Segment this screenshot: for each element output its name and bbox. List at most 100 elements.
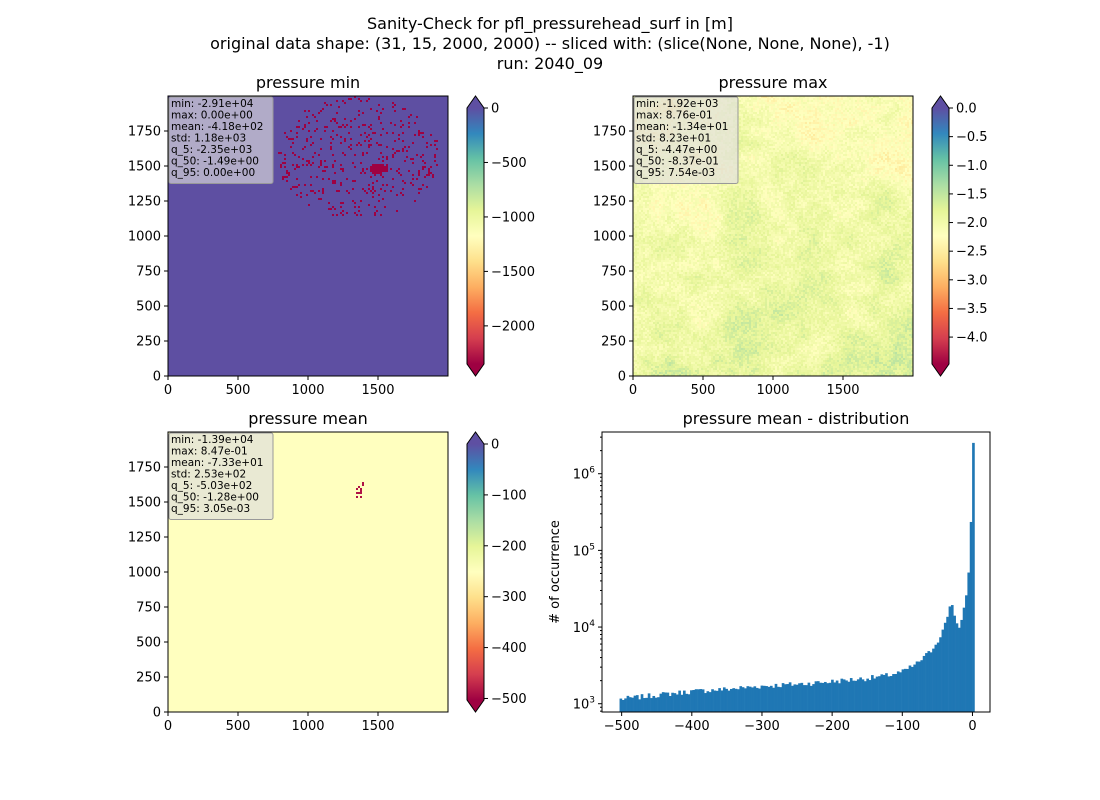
colorbar-tick-label: −0.5 bbox=[956, 130, 988, 145]
stats-line: q_5: -5.03e+02 bbox=[171, 480, 252, 492]
colorbar-tick-label: −4.0 bbox=[956, 331, 988, 346]
colorbar-tick-label: −400 bbox=[491, 641, 527, 656]
colorbar-tick-label: 0 bbox=[491, 102, 499, 117]
histogram-bar bbox=[671, 692, 674, 712]
histogram-bar bbox=[878, 676, 881, 712]
histogram-bar bbox=[798, 683, 801, 712]
histogram-bar bbox=[946, 616, 949, 712]
y-tick-label: 1500 bbox=[128, 496, 161, 511]
histogram-bar bbox=[929, 652, 933, 712]
histogram-bar bbox=[950, 605, 954, 712]
histogram-bar bbox=[854, 680, 858, 712]
histogram-bar bbox=[793, 684, 797, 712]
colorbar-tick-label: −2.5 bbox=[956, 245, 988, 260]
histogram-bar bbox=[774, 683, 778, 712]
y-tick-label: 105 bbox=[573, 542, 595, 559]
histogram-bar bbox=[842, 679, 846, 712]
stats-line: q_5: -2.35e+03 bbox=[171, 144, 252, 156]
y-tick-label: 1750 bbox=[128, 461, 161, 476]
histogram-bar bbox=[767, 686, 771, 712]
histogram-bar bbox=[809, 685, 813, 712]
histogram-bar bbox=[833, 682, 837, 712]
y-tick-label: 250 bbox=[136, 335, 161, 350]
histogram-bar bbox=[708, 692, 712, 712]
histogram-bar bbox=[628, 697, 632, 712]
histogram-bar bbox=[675, 694, 679, 712]
histogram-bar bbox=[863, 681, 867, 712]
colorbar-tick-label: −500 bbox=[491, 156, 527, 171]
histogram-bar bbox=[645, 697, 649, 712]
histogram-bar bbox=[678, 690, 681, 712]
histogram-bar bbox=[631, 697, 634, 712]
y-tick-label: 103 bbox=[573, 696, 595, 713]
histogram-bar bbox=[643, 698, 646, 712]
histogram-bar bbox=[852, 680, 855, 712]
histogram-bar bbox=[687, 694, 691, 712]
histogram-bar bbox=[812, 684, 815, 712]
figure-title: Sanity-Check for pfl_pressurehead_surf i… bbox=[0, 14, 1100, 74]
histogram-bar bbox=[934, 644, 938, 712]
histogram-bar bbox=[958, 627, 961, 712]
panel-title: pressure min bbox=[256, 73, 360, 92]
y-tick-label: 750 bbox=[136, 265, 161, 280]
histogram-bar bbox=[685, 693, 689, 712]
histogram-bar bbox=[922, 655, 926, 712]
y-tick-label: 1500 bbox=[128, 160, 161, 175]
x-tick-label: 500 bbox=[226, 719, 251, 734]
histogram-bar bbox=[786, 684, 790, 712]
histogram-bar bbox=[715, 690, 719, 712]
panel-title: pressure mean bbox=[248, 409, 368, 428]
y-tick-label: 1250 bbox=[128, 531, 161, 546]
x-tick-label: 1500 bbox=[361, 383, 394, 398]
histogram-bar bbox=[718, 688, 721, 712]
histogram-bar bbox=[791, 685, 794, 712]
y-tick-label: 1750 bbox=[593, 125, 626, 140]
histogram-bar bbox=[626, 695, 630, 712]
histogram-bar bbox=[805, 685, 808, 712]
colorbar-extend-bottom bbox=[467, 700, 484, 712]
histogram-bar bbox=[784, 684, 787, 712]
stats-line: mean: -4.18e+02 bbox=[171, 121, 263, 133]
figure-title-line-2: original data shape: (31, 15, 2000, 2000… bbox=[210, 34, 890, 53]
histogram-bar bbox=[701, 689, 705, 712]
y-tick-label: 0 bbox=[618, 370, 626, 385]
histogram-bar bbox=[638, 699, 641, 712]
histogram-bar bbox=[694, 689, 698, 712]
histogram-bar bbox=[734, 688, 738, 712]
histogram-bar bbox=[880, 674, 884, 712]
colorbar-tick-label: −3.5 bbox=[956, 302, 988, 317]
histogram-bar bbox=[899, 672, 902, 712]
stats-line: q_50: -1.28e+00 bbox=[171, 492, 259, 504]
colorbar bbox=[932, 108, 949, 364]
histogram-bar bbox=[624, 698, 627, 712]
histogram-bar bbox=[777, 686, 780, 712]
histogram-bar bbox=[894, 674, 898, 712]
panel-title: pressure max bbox=[718, 73, 827, 92]
histogram-bar bbox=[713, 690, 717, 712]
histogram-bar bbox=[901, 669, 905, 712]
colorbar-extend-top bbox=[932, 96, 949, 108]
histogram-bar bbox=[955, 623, 959, 712]
histogram-bar bbox=[720, 690, 724, 712]
y-tick-label: 0 bbox=[153, 706, 161, 721]
stats-line: q_50: -1.49e+00 bbox=[171, 156, 259, 168]
x-tick-label: −100 bbox=[884, 719, 920, 734]
figure-title-line-3: run: 2040_09 bbox=[496, 54, 604, 73]
histogram-bar bbox=[765, 686, 768, 712]
histogram-bar bbox=[737, 689, 740, 712]
histogram-bar bbox=[828, 682, 832, 712]
y-tick-label: 500 bbox=[136, 300, 161, 315]
colorbar-frame bbox=[466, 95, 485, 377]
histogram-bar bbox=[690, 690, 693, 712]
histogram-bar bbox=[965, 595, 968, 712]
x-tick-label: 0 bbox=[164, 383, 172, 398]
histogram-bar bbox=[913, 664, 916, 712]
colorbar-tick-label: −1500 bbox=[491, 265, 535, 280]
histogram-bar bbox=[814, 681, 818, 712]
histogram-bar bbox=[859, 677, 862, 712]
histogram-bar bbox=[621, 699, 625, 712]
x-tick-label: −400 bbox=[674, 719, 710, 734]
histogram-bar bbox=[807, 682, 811, 712]
colorbar-extend-top bbox=[467, 96, 484, 108]
histogram-bar bbox=[925, 653, 928, 712]
